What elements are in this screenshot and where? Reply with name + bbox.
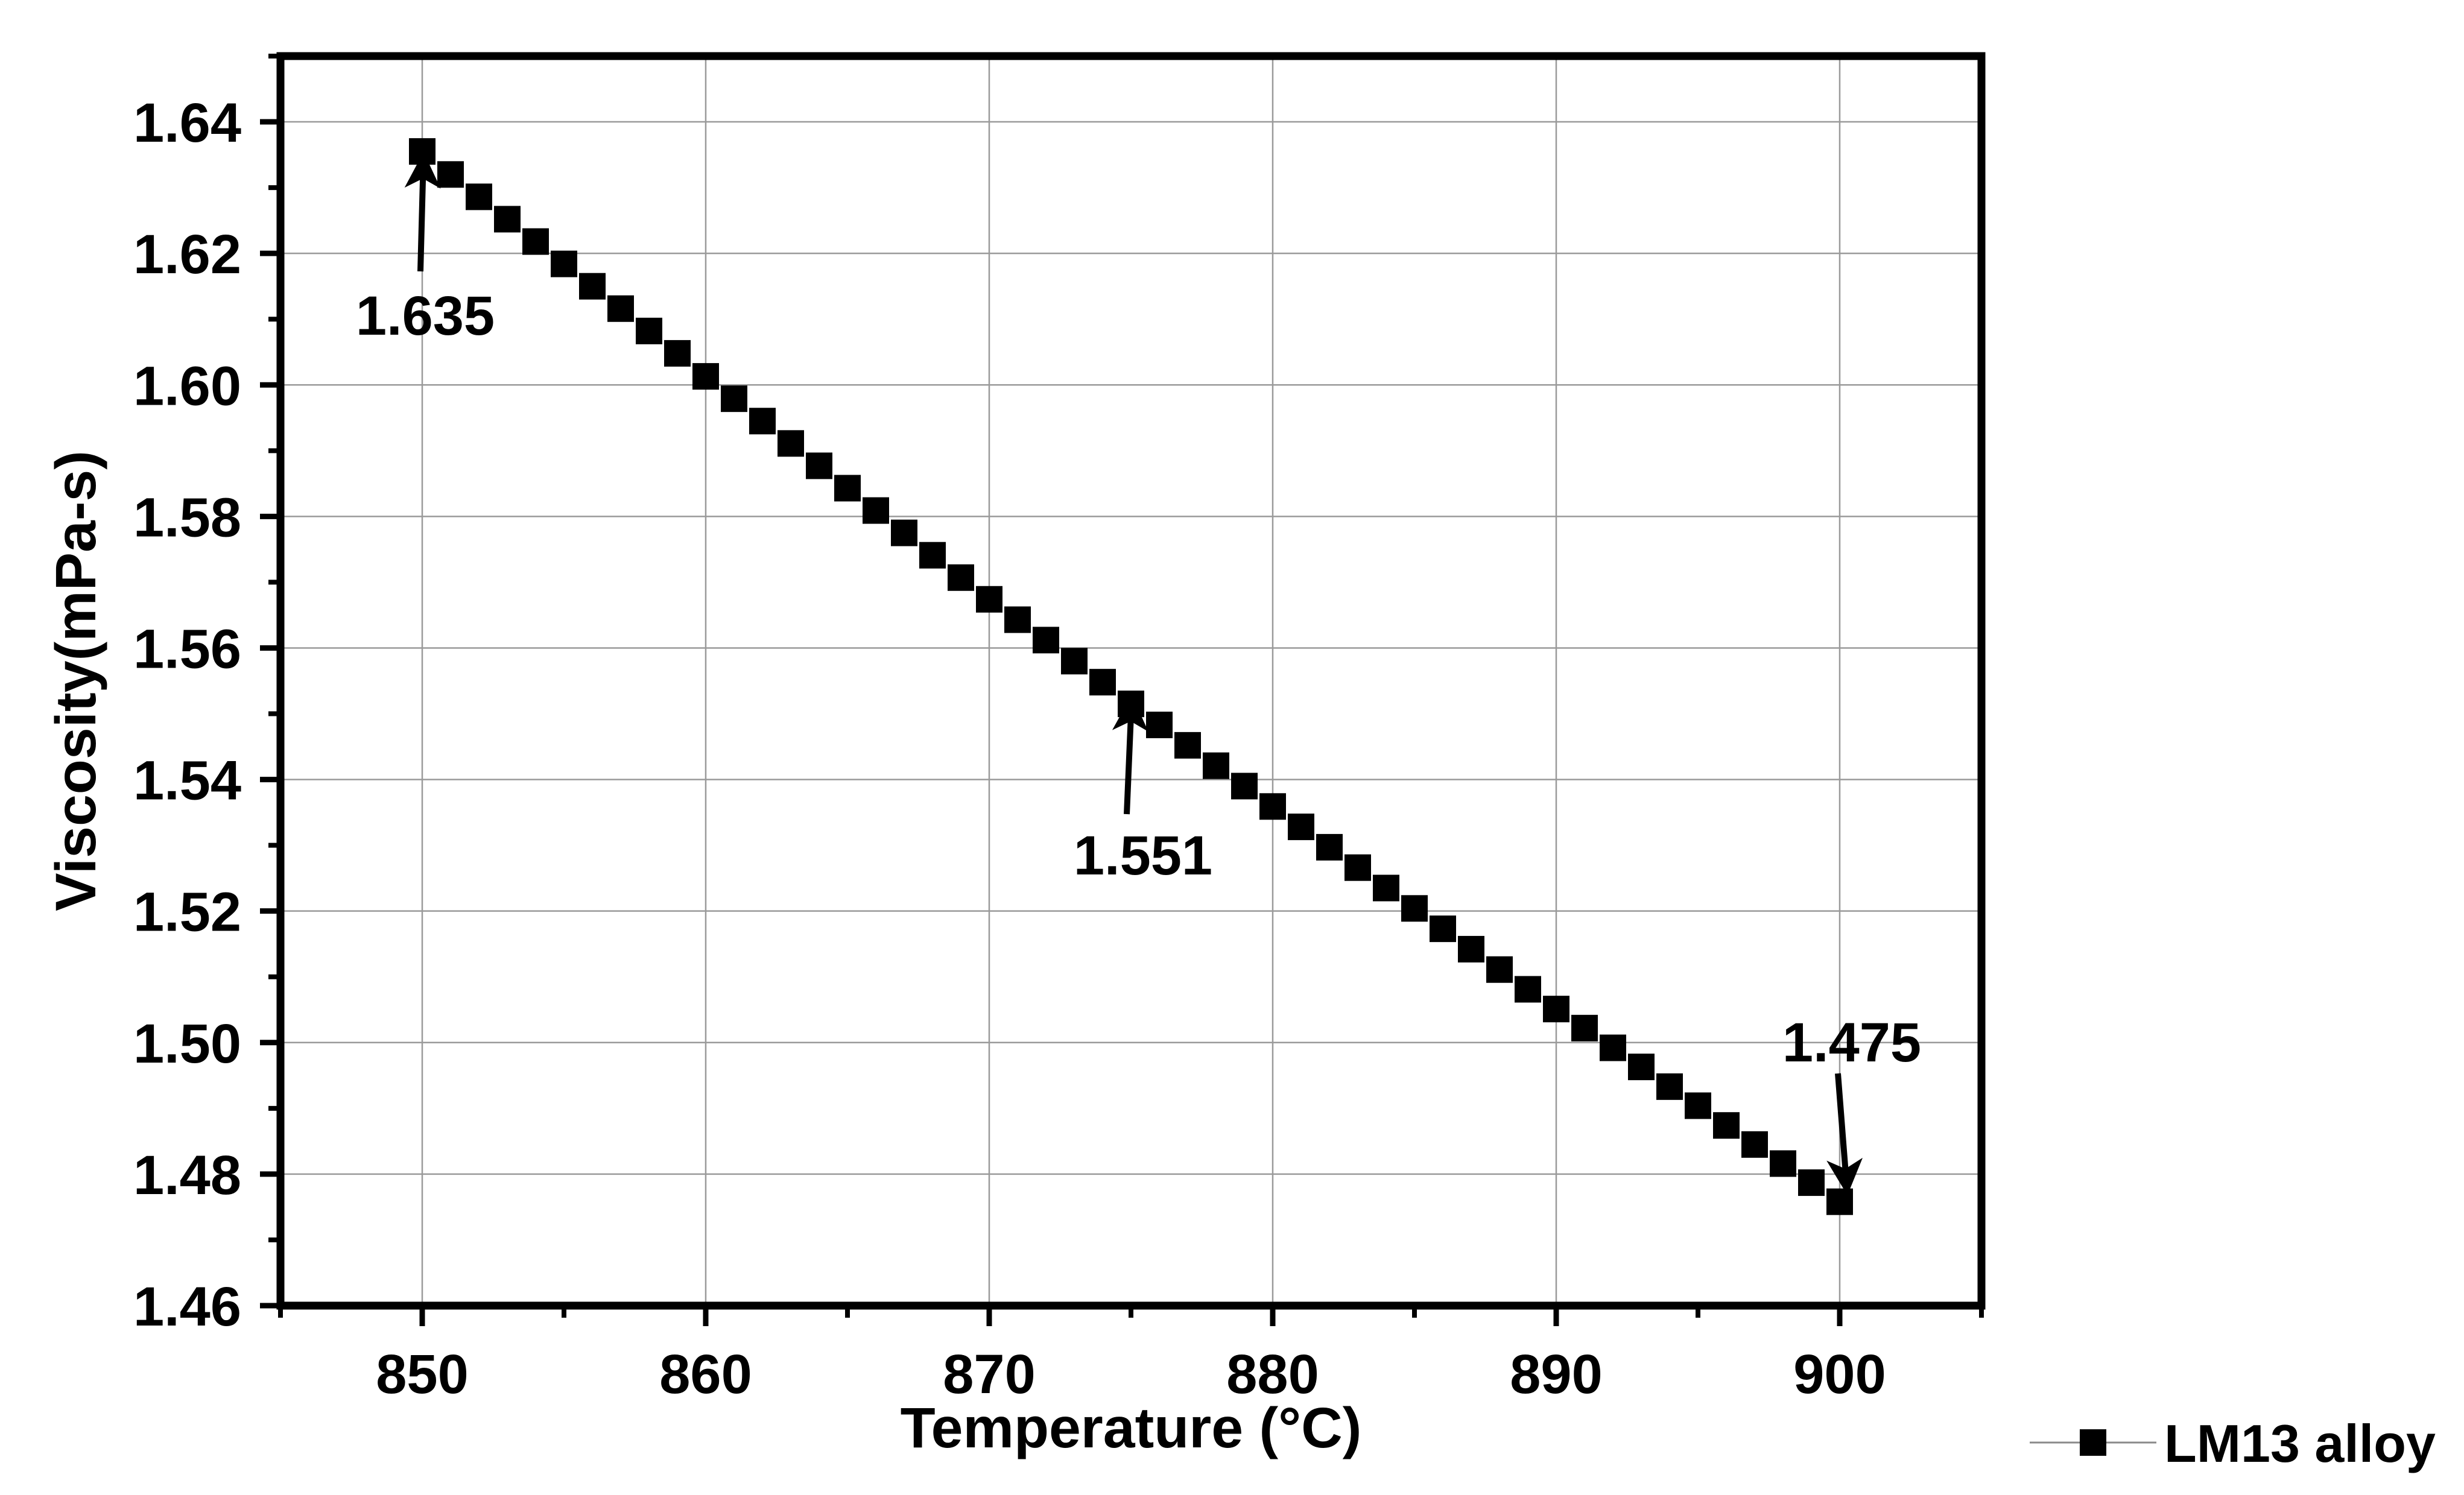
data-point bbox=[1033, 627, 1059, 654]
data-point bbox=[664, 340, 691, 367]
legend-label: LM13 alloy bbox=[2164, 1414, 2436, 1473]
data-point bbox=[834, 475, 861, 502]
y-tick-label: 1.48 bbox=[133, 1145, 241, 1206]
legend-marker bbox=[2080, 1429, 2106, 1456]
data-point bbox=[1826, 1188, 1853, 1215]
annotation-arrow bbox=[1112, 695, 1148, 815]
annotation-label: 1.475 bbox=[1782, 1012, 1921, 1073]
data-point bbox=[494, 206, 521, 233]
annotation-label: 1.551 bbox=[1074, 825, 1212, 887]
data-point bbox=[692, 363, 719, 390]
data-point bbox=[1770, 1150, 1796, 1177]
x-tick-label: 880 bbox=[1226, 1344, 1319, 1405]
data-point bbox=[522, 228, 549, 255]
data-point bbox=[1430, 915, 1456, 943]
legend: LM13 alloy bbox=[2030, 1414, 2436, 1473]
x-tick-label: 870 bbox=[943, 1344, 1036, 1405]
data-point bbox=[1656, 1073, 1683, 1100]
data-point bbox=[437, 161, 464, 188]
annotation-arrow bbox=[1826, 1073, 1863, 1195]
y-tick-label: 1.50 bbox=[133, 1013, 241, 1075]
data-point bbox=[919, 542, 946, 569]
data-point bbox=[1089, 669, 1116, 696]
y-tick-label: 1.62 bbox=[133, 224, 241, 285]
data-point bbox=[1741, 1131, 1768, 1158]
data-point bbox=[1543, 996, 1569, 1023]
y-tick-label: 1.60 bbox=[133, 355, 241, 417]
y-tick-label: 1.52 bbox=[133, 882, 241, 943]
data-point bbox=[1259, 793, 1286, 820]
plot-frame bbox=[276, 52, 1986, 1310]
y-tick-label: 1.56 bbox=[133, 618, 241, 680]
data-point bbox=[778, 430, 804, 457]
x-tick-label: 900 bbox=[1793, 1344, 1886, 1405]
data-point bbox=[1316, 833, 1343, 861]
data-point bbox=[1685, 1092, 1711, 1119]
data-points bbox=[409, 138, 1853, 1215]
data-point bbox=[1486, 956, 1513, 983]
data-point bbox=[749, 408, 776, 435]
annotation-label: 1.635 bbox=[356, 285, 495, 347]
data-point bbox=[891, 519, 917, 546]
data-point bbox=[976, 586, 1002, 613]
y-axis-title: Viscosity(mPa-s) bbox=[44, 450, 108, 911]
annotation-arrow bbox=[404, 152, 441, 272]
x-tick-label: 860 bbox=[659, 1344, 752, 1405]
data-point bbox=[466, 183, 492, 210]
data-point bbox=[607, 295, 634, 322]
data-point bbox=[806, 452, 832, 479]
data-point bbox=[1231, 773, 1258, 800]
data-point bbox=[1004, 606, 1031, 633]
data-point bbox=[948, 564, 974, 591]
data-point bbox=[1288, 814, 1314, 841]
data-point bbox=[1344, 854, 1371, 881]
data-point bbox=[1798, 1169, 1825, 1196]
y-tick-label: 1.64 bbox=[133, 92, 241, 154]
data-point bbox=[1061, 648, 1088, 675]
data-point bbox=[551, 250, 577, 277]
x-tick-label: 890 bbox=[1510, 1344, 1603, 1405]
data-point bbox=[1401, 895, 1428, 922]
y-tick-label: 1.54 bbox=[133, 750, 241, 812]
data-point bbox=[1458, 935, 1484, 962]
data-point bbox=[579, 273, 606, 300]
data-point bbox=[636, 317, 662, 344]
data-point bbox=[1203, 752, 1229, 779]
data-point bbox=[1628, 1054, 1655, 1081]
data-point bbox=[1713, 1112, 1740, 1139]
y-tick-label: 1.46 bbox=[133, 1276, 241, 1338]
x-axis-title: Temperature (°C) bbox=[901, 1396, 1362, 1460]
data-point bbox=[721, 385, 747, 412]
data-point bbox=[1571, 1014, 1598, 1041]
y-tick-labels: 1.46 1.48 1.50 1.52 1.54 1.56 1.58 1.60 1.62 1.64 bbox=[133, 92, 241, 1338]
x-tick-label: 850 bbox=[376, 1344, 469, 1405]
data-point bbox=[1515, 976, 1541, 1003]
data-point bbox=[1373, 874, 1399, 902]
data-point bbox=[1174, 732, 1201, 759]
data-point bbox=[1146, 712, 1173, 739]
y-tick-label: 1.58 bbox=[133, 487, 241, 548]
grid-lines bbox=[280, 56, 1981, 1307]
data-point bbox=[863, 497, 889, 524]
x-tick-labels: 850 860 870 880 890 900 bbox=[376, 1344, 1886, 1405]
annotations: 1.635 1.551 1.475 bbox=[356, 152, 1921, 1195]
data-point bbox=[1600, 1034, 1626, 1061]
